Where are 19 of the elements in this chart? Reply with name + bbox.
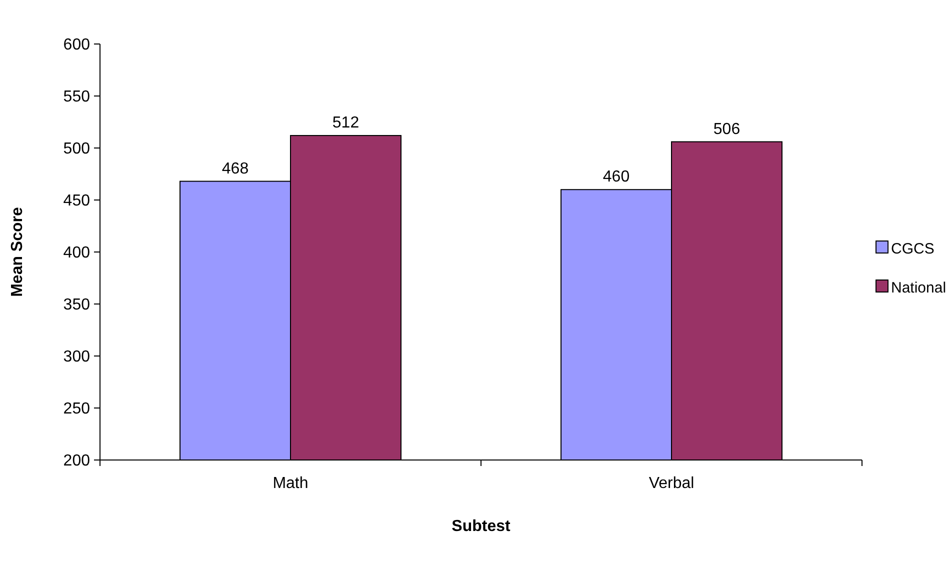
y-tick-label: 550 — [63, 88, 90, 106]
data-label: 468 — [222, 160, 249, 178]
x-tick-label: Math — [272, 475, 308, 492]
legend-label: CGCS — [891, 240, 934, 258]
y-axis-title: Mean Score — [9, 206, 26, 297]
y-tick-label: 200 — [63, 452, 90, 470]
y-tick-label: 500 — [63, 140, 90, 158]
y-tick-label: 400 — [63, 244, 90, 262]
x-tick-label: Verbal — [648, 475, 694, 492]
data-label: 460 — [602, 168, 630, 186]
y-tick-label: 350 — [63, 296, 90, 314]
data-label: 506 — [713, 120, 740, 138]
data-label: 512 — [332, 114, 360, 132]
y-tick-label: 600 — [63, 36, 90, 54]
y-tick-label: 250 — [63, 400, 90, 418]
x-axis-title: Subtest — [452, 518, 512, 535]
legend-label: National — [891, 279, 946, 296]
y-tick-label: 300 — [63, 348, 90, 366]
y-tick-label: 450 — [63, 192, 90, 210]
